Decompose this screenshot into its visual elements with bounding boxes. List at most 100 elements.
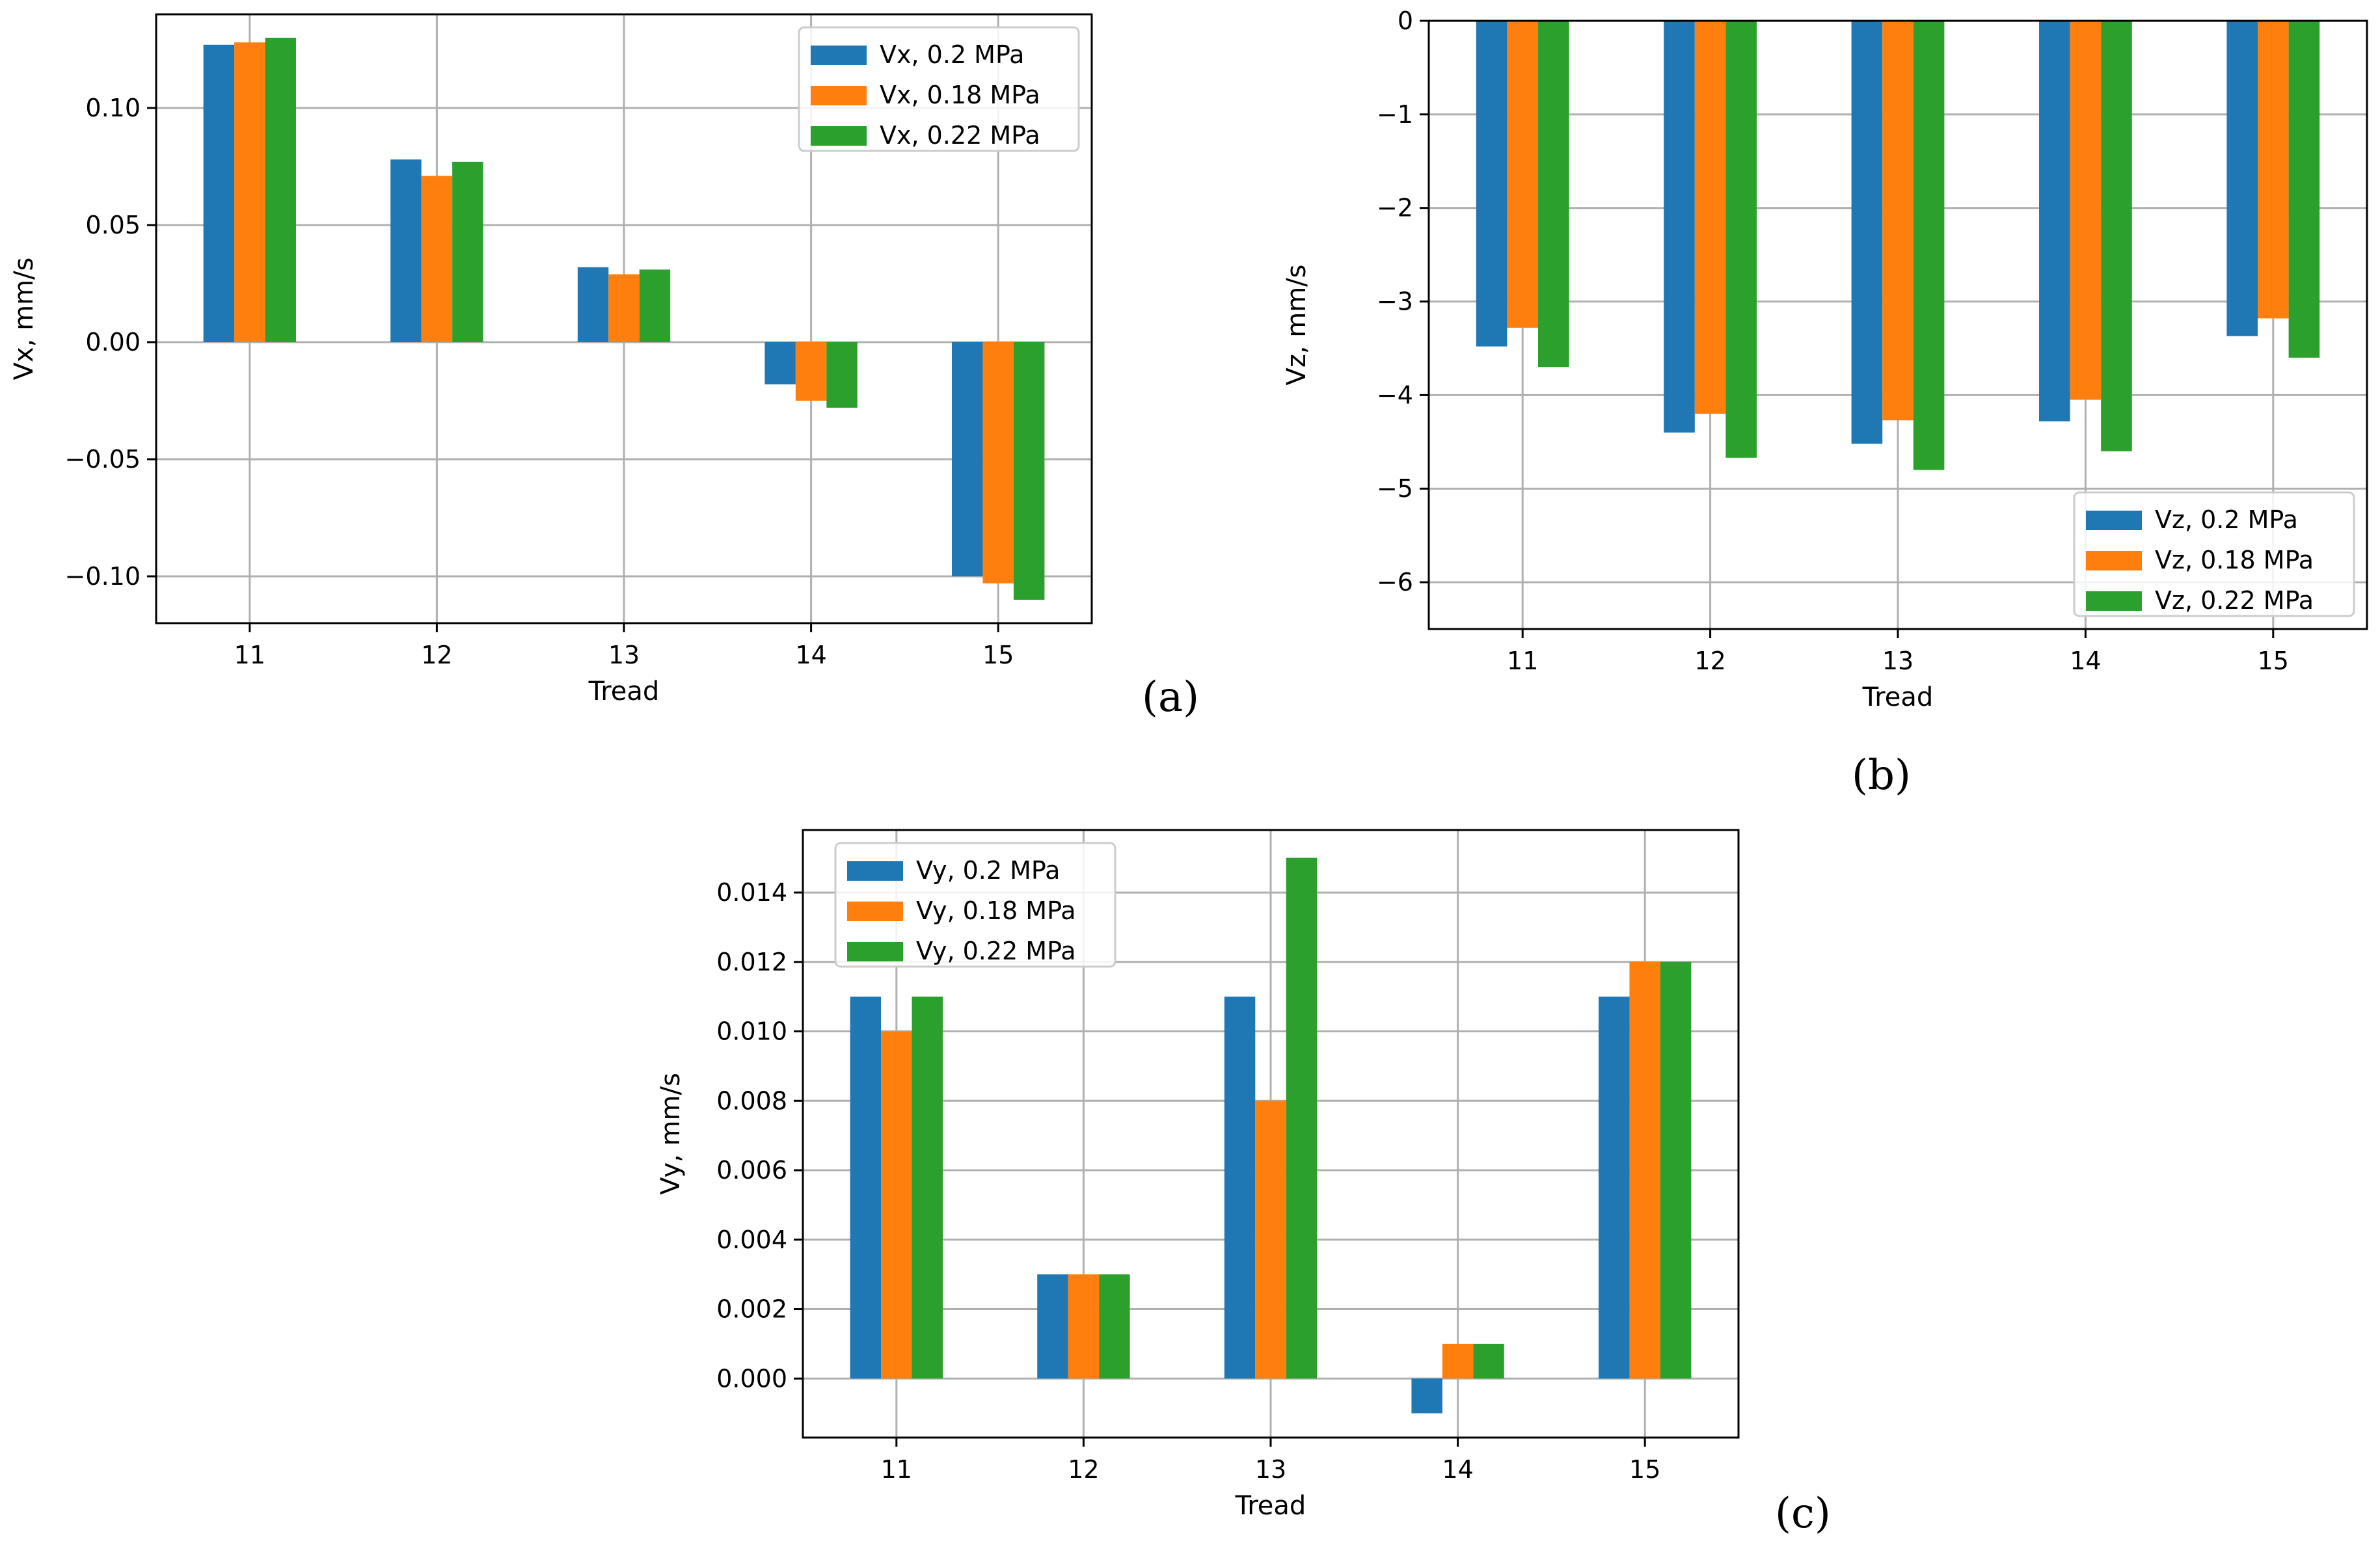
y-tick-label: 0.006 (716, 1156, 787, 1185)
y-axis-label: Vx, mm/s (9, 258, 39, 381)
y-axis-label: Vz, mm/s (1282, 264, 1312, 385)
legend-swatch (811, 46, 867, 65)
legend-swatch (847, 902, 903, 921)
bar (203, 44, 235, 343)
bar (1013, 342, 1045, 600)
bar (982, 342, 1014, 583)
x-axis-label: Tread (1862, 682, 1934, 712)
bar (2070, 21, 2102, 400)
y-tick-label: −0.05 (65, 445, 141, 474)
legend-entry: Vy, 0.2 MPa (916, 856, 1060, 885)
bar (850, 997, 882, 1379)
x-tick-label: 14 (1442, 1455, 1473, 1484)
legend-box (834, 842, 1116, 968)
legend-box (2073, 491, 2355, 617)
bar (1286, 857, 1318, 1379)
bar (1255, 1101, 1286, 1379)
bar (608, 274, 640, 342)
legend-entry: Vx, 0.22 MPa (880, 121, 1040, 150)
bar (764, 342, 796, 384)
y-tick-label: 0.012 (716, 948, 787, 976)
bar (912, 997, 943, 1379)
x-axis-label: Tread (1235, 1491, 1306, 1521)
y-tick-label: −0.10 (65, 562, 141, 591)
y-tick-label: 0.004 (716, 1226, 787, 1254)
x-tick-label: 15 (2258, 647, 2289, 675)
y-tick-label: −5 (1377, 474, 1413, 503)
y-tick-label: −4 (1377, 381, 1413, 409)
bar (2226, 21, 2258, 336)
x-tick-label: 12 (1068, 1455, 1099, 1484)
bar (1664, 21, 1695, 433)
bar (577, 267, 609, 342)
x-tick-label: 13 (1882, 647, 1913, 675)
bar (1442, 1343, 1474, 1379)
y-tick-label: 0.00 (85, 328, 141, 356)
bar (2258, 21, 2289, 319)
legend-entry: Vx, 0.18 MPa (880, 81, 1040, 109)
bar (452, 161, 483, 343)
bar (2101, 21, 2132, 451)
legend: Vz, 0.2 MPa Vz, 0.18 MPa Vz, 0.22 MPa (2073, 491, 2355, 617)
bar (1476, 21, 1508, 347)
bar (1851, 21, 1883, 444)
y-tick-label: 0.010 (716, 1017, 787, 1046)
y-tick-label: 0.05 (85, 211, 141, 239)
y-tick-label: −1 (1377, 100, 1413, 129)
bar (1037, 1274, 1068, 1379)
legend-swatch (847, 942, 903, 961)
bar (2039, 21, 2070, 422)
bar (1629, 961, 1660, 1379)
x-tick-label: 12 (1694, 647, 1725, 675)
bar (1694, 21, 1726, 414)
legend-entry: Vx, 0.2 MPa (880, 40, 1024, 69)
legend-entry: Vz, 0.22 MPa (2155, 586, 2314, 615)
y-tick-label: −6 (1377, 568, 1413, 596)
legend-entry: Vz, 0.2 MPa (2155, 505, 2298, 534)
y-axis-label: Vy, mm/s (656, 1073, 686, 1195)
legend-swatch (2086, 591, 2142, 611)
x-tick-label: 11 (881, 1455, 912, 1484)
chart-c: 0.000 0.002 0.004 0.006 0.008 0.010 0.012 0.014… (656, 829, 1740, 1521)
bar (2288, 21, 2320, 358)
bar (390, 159, 422, 342)
x-tick-label: 15 (1629, 1455, 1660, 1484)
y-tick-label: 0.002 (716, 1295, 787, 1324)
bar (234, 42, 265, 342)
bar (1913, 21, 1945, 470)
x-axis-label: Tread (588, 677, 660, 706)
y-tick-label: 0.000 (716, 1364, 787, 1393)
bar (952, 342, 983, 576)
bar (1507, 21, 1538, 328)
bar (1224, 997, 1256, 1379)
y-tick-label: −3 (1377, 288, 1413, 316)
x-tick-label: 14 (795, 641, 826, 669)
y-tick-label: −2 (1377, 194, 1413, 222)
bar (1473, 1343, 1504, 1379)
bar (1660, 961, 1692, 1379)
panel-label-c: (c) (1775, 1490, 1831, 1538)
y-tick-label: 0 (1398, 7, 1413, 35)
chart-b: 0 −1 −2 −3 −4 −5 −6 11 12 13 14 15 Tread Vz, mm/s Vz, … (1282, 7, 2368, 712)
bar (1099, 1274, 1130, 1379)
x-tick-label: 13 (608, 641, 640, 669)
legend: Vy, 0.2 MPa Vy, 0.18 MPa Vy, 0.22 MPa (834, 842, 1116, 968)
legend-swatch (847, 861, 903, 881)
chart-a: 0.10 0.05 0.00 −0.05 −0.10 11 12 13 14 15 Tread Vx,… (9, 13, 1093, 706)
bar (421, 176, 453, 342)
y-tick-label: 0.10 (85, 94, 141, 122)
legend-swatch (811, 126, 867, 146)
x-tick-label: 14 (2070, 647, 2101, 675)
legend: Vx, 0.2 MPa Vx, 0.18 MPa Vx, 0.22 MPa (798, 26, 1080, 152)
bar (265, 38, 296, 342)
legend-entry: Vz, 0.18 MPa (2155, 546, 2314, 574)
panel-label-a: (a) (1142, 673, 1200, 721)
bar (881, 1031, 912, 1379)
legend-entry: Vy, 0.18 MPa (916, 896, 1076, 925)
x-tick-label: 15 (982, 641, 1014, 669)
x-tick-label: 11 (1507, 647, 1538, 675)
x-tick-label: 12 (421, 641, 452, 669)
panel-label-b: (b) (1852, 751, 1911, 799)
legend-box (798, 26, 1080, 152)
